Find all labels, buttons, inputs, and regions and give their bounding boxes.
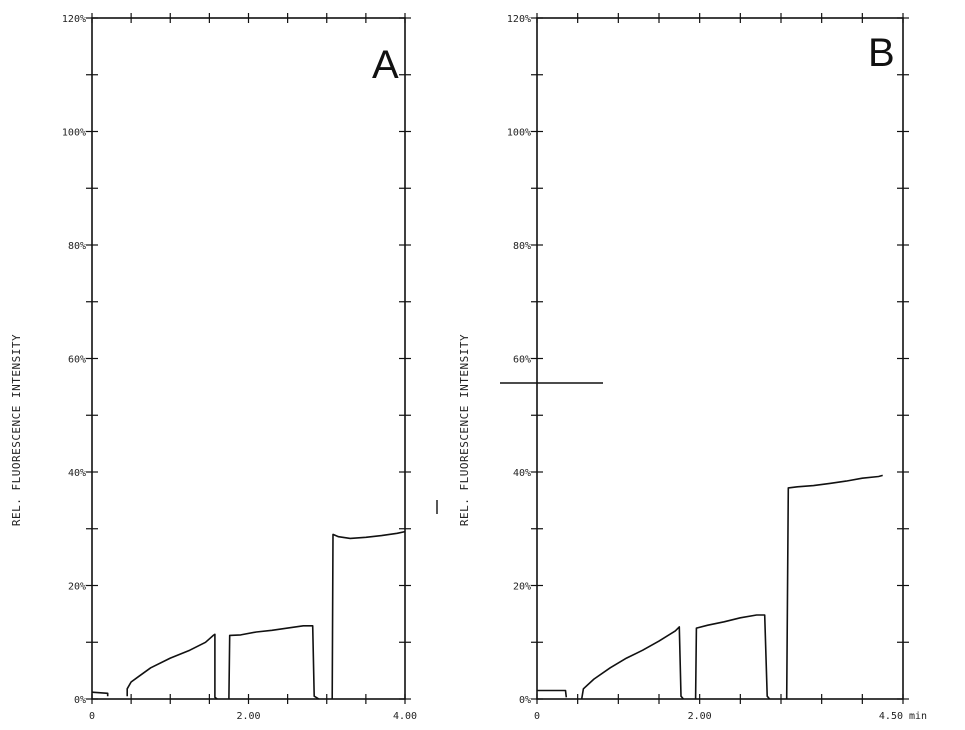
panel-a-tick-marks — [86, 13, 411, 704]
y-tick-label: 60% — [68, 355, 86, 366]
y-tick-label: 120% — [62, 14, 86, 25]
panel-b-traces — [537, 474, 883, 700]
trace-segment-3 — [228, 625, 320, 700]
trace-segment-2 — [580, 626, 685, 700]
y-tick-label: 20% — [68, 582, 86, 593]
panel-a-letter: A — [372, 43, 399, 87]
y-tick-label: 100% — [62, 128, 86, 139]
trace-segment-2 — [126, 633, 218, 700]
y-tick-label: 40% — [513, 468, 531, 479]
x-tick-label: 4.00 — [393, 711, 417, 722]
panel-a-y-axis-title: REL. FLUORESCENCE INTENSITY — [10, 334, 23, 526]
chart-panel-b: 0% 20% 40% 60% 80% 100% 120% 0 2.00 4.50 min REL… — [458, 13, 927, 722]
trace-segment-1 — [537, 689, 568, 698]
y-tick-label: 40% — [68, 468, 86, 479]
panel-a-traces — [91, 530, 406, 700]
trace-segment-4 — [785, 474, 883, 700]
y-tick-label: 120% — [507, 14, 531, 25]
y-tick-label: 0% — [519, 695, 531, 706]
panel-b-y-axis-title: REL. FLUORESCENCE INTENSITY — [458, 334, 471, 526]
panel-a-y-tick-labels: 0% 20% 40% 60% 80% 100% 120% — [62, 14, 86, 706]
x-tick-label: 2.00 — [688, 711, 712, 722]
y-tick-label: 100% — [507, 128, 531, 139]
panel-b-letter: B — [868, 31, 895, 75]
x-tick-label: 0 — [89, 711, 95, 722]
y-tick-label: 80% — [513, 241, 531, 252]
panel-b-plot-frame — [536, 17, 904, 700]
panel-a-x-tick-labels: 0 2.00 4.00 — [89, 711, 417, 722]
y-tick-label: 20% — [513, 582, 531, 593]
chart-panel-a: 0% 20% 40% 60% 80% 100% 120% 0 2.00 4.00 REL. FL… — [10, 13, 417, 722]
panel-a-plot-frame — [91, 17, 406, 700]
trace-segment-3 — [694, 614, 771, 700]
trace-segment-1 — [91, 691, 109, 697]
y-tick-label: 80% — [68, 241, 86, 252]
y-tick-label: 0% — [74, 695, 86, 706]
x-tick-label: 0 — [534, 711, 540, 722]
x-tick-label: 2.00 — [236, 711, 260, 722]
x-tick-label: 4.50 min — [879, 711, 927, 722]
panel-b-tick-marks — [531, 13, 909, 704]
panel-b-y-tick-labels: 0% 20% 40% 60% 80% 100% 120% — [507, 14, 531, 706]
y-tick-label: 60% — [513, 355, 531, 366]
panel-b-x-tick-labels: 0 2.00 4.50 min — [534, 711, 927, 722]
trace-segment-4 — [331, 530, 406, 700]
